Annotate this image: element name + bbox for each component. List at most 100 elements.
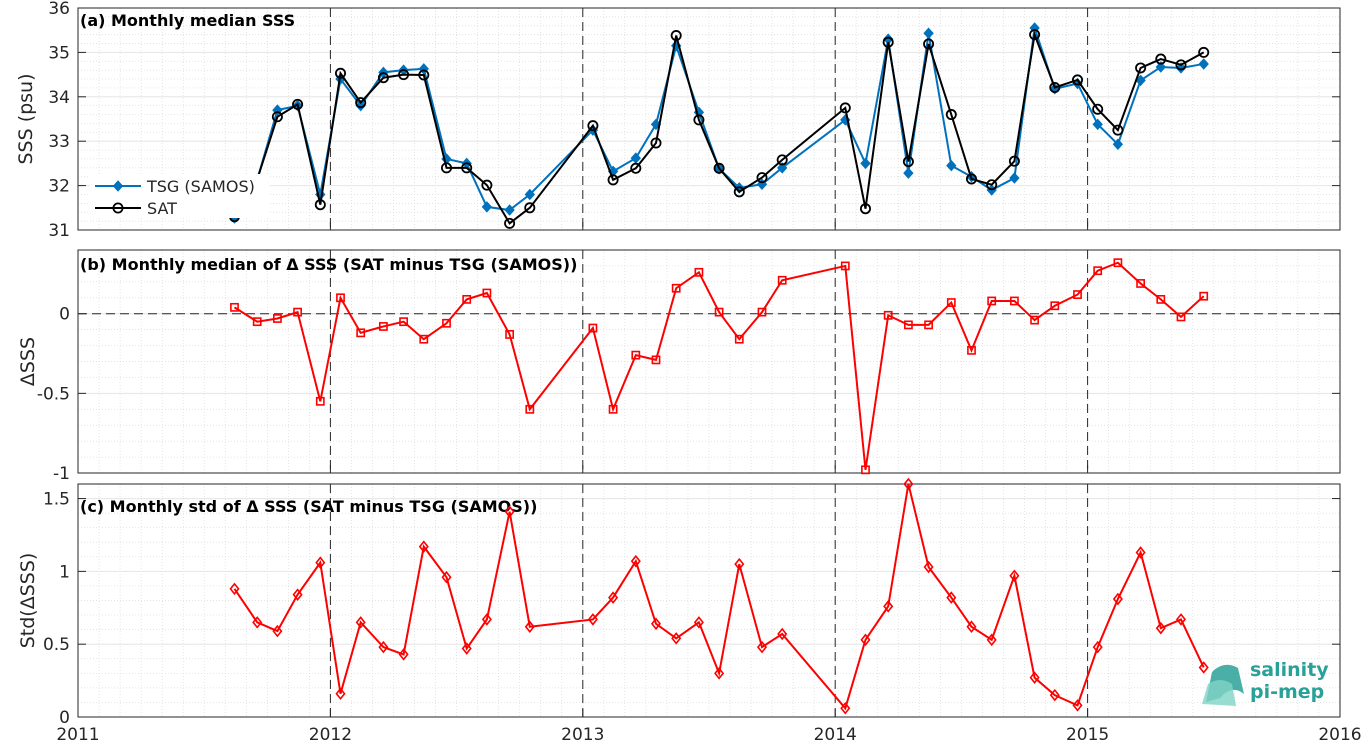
panel-title: (c) Monthly std of Δ SSS (SAT minus TSG …	[80, 497, 537, 516]
axes-frame	[77, 483, 1341, 718]
x-tick-label: 2012	[309, 725, 352, 745]
data-point	[651, 355, 661, 365]
data-point	[860, 157, 871, 170]
panel-title: (b) Monthly median of Δ SSS (SAT minus T…	[80, 255, 577, 274]
panel-title: (a) Monthly median SSS	[80, 11, 295, 30]
data-point	[923, 560, 934, 574]
data-point	[607, 174, 619, 186]
data-point	[292, 98, 304, 110]
data-point	[1155, 61, 1166, 73]
x-tick-label: 2014	[814, 725, 857, 745]
data-point	[1156, 294, 1166, 304]
data-point	[461, 162, 473, 174]
data-point	[1029, 29, 1041, 41]
data-point	[1049, 688, 1060, 702]
data-point	[524, 188, 535, 201]
data-point	[315, 556, 326, 569]
y-tick-label: 0.5	[43, 635, 70, 655]
data-point	[861, 465, 870, 475]
data-point	[441, 570, 452, 584]
data-point	[923, 27, 934, 40]
legend-box	[90, 174, 270, 218]
data-point	[292, 588, 303, 601]
data-point	[966, 620, 977, 633]
data-point	[1198, 58, 1209, 70]
data-point	[714, 667, 725, 680]
data-point	[1072, 699, 1083, 712]
data-point	[271, 111, 283, 123]
data-point	[1136, 279, 1146, 288]
x-tick-label: 2013	[561, 725, 604, 745]
data-point	[902, 156, 914, 168]
data-point	[1113, 258, 1123, 268]
data-point	[524, 202, 536, 214]
y-tick-label: 34	[48, 88, 70, 108]
data-point	[1175, 613, 1187, 626]
data-point	[1092, 118, 1103, 131]
data-point	[587, 613, 598, 626]
data-point	[315, 396, 325, 406]
x-tick-label: 2011	[56, 725, 99, 745]
data-point	[631, 350, 641, 360]
data-point	[630, 162, 642, 174]
data-point	[986, 179, 998, 191]
y-tick-label: 36	[48, 0, 70, 19]
data-point	[481, 179, 493, 191]
legend-marker	[112, 202, 124, 214]
data-point	[630, 554, 641, 568]
data-point	[504, 204, 515, 216]
data-point	[1073, 290, 1082, 299]
data-point	[694, 267, 704, 277]
data-point	[1112, 138, 1124, 151]
minor-grid	[77, 249, 1341, 474]
data-point	[335, 687, 346, 700]
data-point	[461, 642, 472, 655]
data-point	[1010, 296, 1019, 306]
data-point	[1008, 155, 1020, 167]
data-point	[355, 97, 367, 109]
data-point	[524, 620, 535, 633]
legend-entry: SAT	[147, 199, 177, 218]
data-point	[252, 317, 262, 327]
data-point	[1175, 62, 1187, 74]
y-tick-label: 35	[48, 43, 70, 63]
y-tick-label: 0	[59, 305, 70, 325]
data-point	[1135, 546, 1146, 559]
data-point	[355, 99, 366, 112]
data-point	[693, 114, 705, 126]
data-point	[1175, 59, 1187, 71]
x-tick-label: 2015	[1066, 725, 1109, 745]
data-point	[883, 310, 893, 320]
y-tick-label: 0	[59, 708, 70, 728]
data-point	[1049, 81, 1061, 93]
data-point	[272, 624, 283, 638]
data-point	[923, 38, 935, 50]
data-point	[1199, 291, 1209, 301]
data-point	[314, 199, 326, 211]
legend: TSG (SAMOS) SAT	[90, 174, 270, 218]
data-point	[777, 627, 788, 641]
y-tick-label: 31	[48, 221, 70, 241]
data-point	[587, 120, 599, 132]
data-point	[505, 330, 515, 339]
data-point	[840, 261, 850, 271]
data-point	[442, 318, 451, 328]
data-point	[356, 328, 366, 338]
data-point	[418, 540, 429, 553]
x-tick-label: 2016	[1318, 725, 1361, 745]
data-point	[693, 616, 704, 629]
salinity-pi-mep-logo: salinity pi-mep	[1202, 659, 1329, 706]
data-point	[608, 404, 618, 414]
data-point	[967, 345, 976, 355]
data-point	[860, 633, 871, 647]
data-point	[650, 617, 662, 631]
panel-sss: 31 32 33 34 35 36 SSS (psu) (a) Monthly median …	[15, 0, 1341, 241]
series-line	[233, 261, 1205, 470]
logo-line2: pi-mep	[1250, 681, 1324, 703]
data-point	[777, 275, 787, 285]
y-axis-label: SSS (psu)	[15, 73, 37, 164]
data-point	[378, 640, 389, 654]
y-tick-label: 1.5	[43, 490, 70, 510]
data-point	[1155, 53, 1167, 65]
